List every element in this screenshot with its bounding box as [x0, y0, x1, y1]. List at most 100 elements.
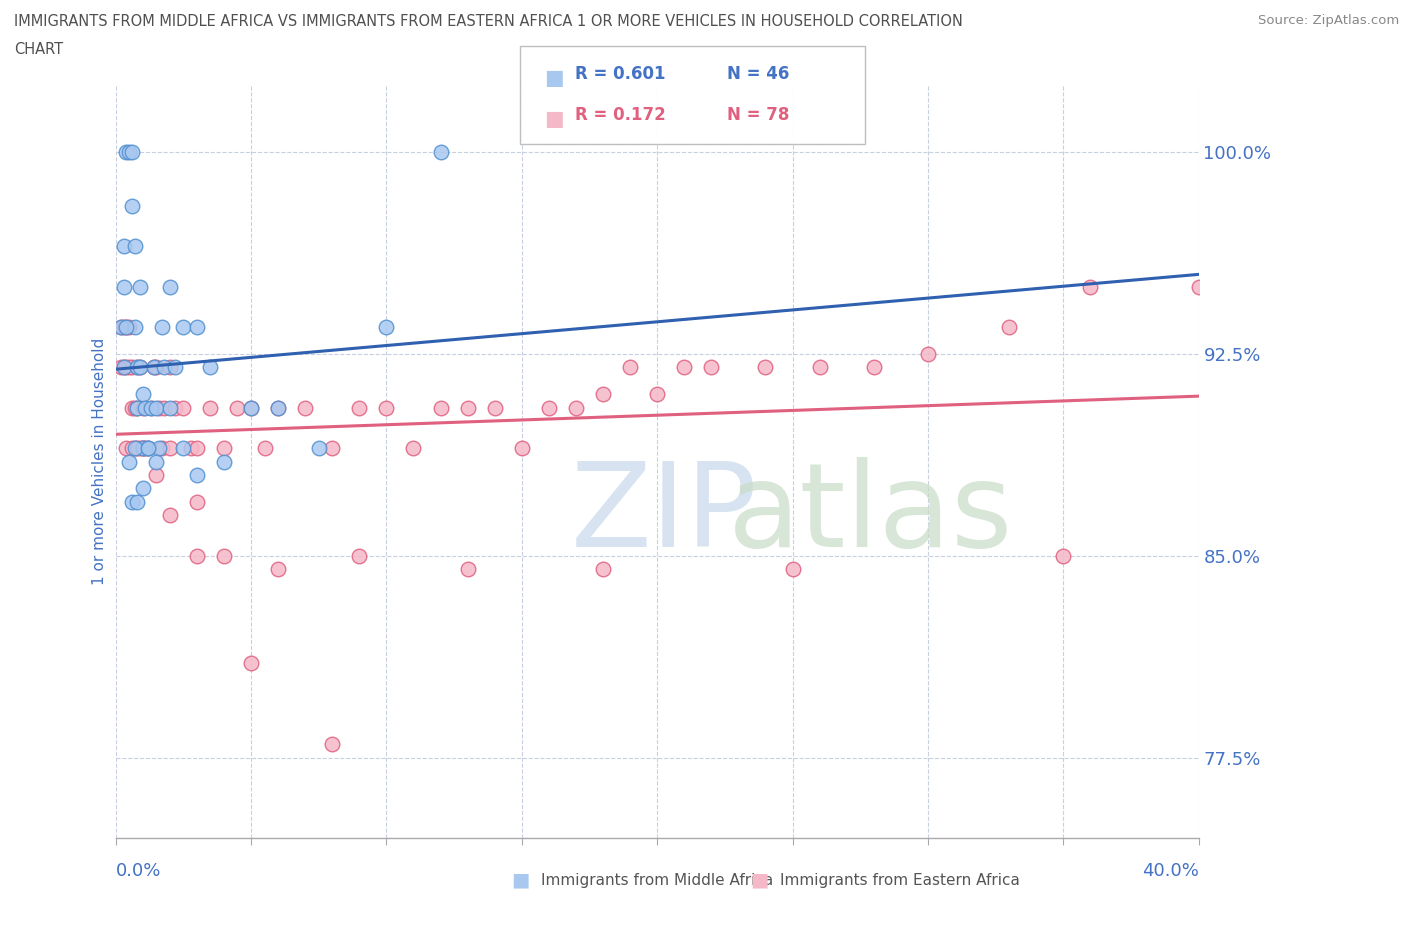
Point [139, 400, 162, 415]
Point [148, 400, 170, 415]
Point [186, 320, 208, 335]
Point [592, 562, 614, 577]
Point [134, 400, 156, 415]
Point [153, 400, 176, 415]
Point [129, 441, 152, 456]
Text: Source: ZipAtlas.com: Source: ZipAtlas.com [1258, 14, 1399, 27]
Point [132, 441, 155, 456]
Point [510, 441, 533, 456]
Point [673, 360, 696, 375]
Text: N = 78: N = 78 [727, 106, 789, 124]
Point [124, 441, 146, 456]
Point [124, 320, 146, 335]
Point [700, 360, 723, 375]
Point [121, 495, 143, 510]
Point [148, 441, 170, 456]
Point [782, 562, 804, 577]
Point [118, 360, 141, 375]
Point [172, 320, 194, 335]
Point [145, 454, 167, 469]
Point [186, 468, 208, 483]
Point [402, 441, 425, 456]
Point [145, 400, 167, 415]
Text: Immigrants from Middle Africa: Immigrants from Middle Africa [541, 872, 773, 887]
Point [537, 400, 560, 415]
Point [139, 400, 162, 415]
Point [127, 400, 149, 415]
Y-axis label: 1 or more Vehicles in Household: 1 or more Vehicles in Household [93, 338, 107, 585]
Text: 40.0%: 40.0% [1142, 861, 1199, 880]
Point [294, 400, 316, 415]
Point [375, 320, 398, 335]
Point [308, 441, 330, 456]
Text: R = 0.601: R = 0.601 [575, 65, 665, 83]
Point [1188, 279, 1211, 294]
Point [267, 400, 290, 415]
Text: R = 0.172: R = 0.172 [575, 106, 666, 124]
Point [429, 144, 451, 159]
Point [619, 360, 641, 375]
Point [375, 400, 398, 415]
Point [186, 549, 208, 564]
Point [457, 562, 479, 577]
Point [1052, 549, 1074, 564]
Point [172, 441, 194, 456]
Text: N = 46: N = 46 [727, 65, 789, 83]
Text: ZIP: ZIP [571, 457, 758, 572]
Point [129, 279, 152, 294]
Point [159, 508, 181, 523]
Point [153, 360, 176, 375]
Point [132, 441, 155, 456]
Point [127, 360, 149, 375]
Point [349, 549, 371, 564]
Point [112, 279, 135, 294]
Point [165, 360, 187, 375]
Point [127, 360, 149, 375]
Point [862, 360, 884, 375]
Point [150, 441, 173, 456]
Text: ■: ■ [544, 109, 564, 129]
Point [118, 454, 141, 469]
Point [240, 400, 263, 415]
Text: Immigrants from Eastern Africa: Immigrants from Eastern Africa [780, 872, 1021, 887]
Point [124, 441, 146, 456]
Point [136, 441, 159, 456]
Point [172, 400, 194, 415]
Point [998, 320, 1021, 335]
Text: IMMIGRANTS FROM MIDDLE AFRICA VS IMMIGRANTS FROM EASTERN AFRICA 1 OR MORE VEHICL: IMMIGRANTS FROM MIDDLE AFRICA VS IMMIGRA… [14, 14, 963, 29]
Text: ■: ■ [544, 68, 564, 88]
Point [124, 239, 146, 254]
Point [115, 144, 138, 159]
Point [212, 441, 235, 456]
Point [180, 441, 202, 456]
Point [212, 549, 235, 564]
Point [186, 441, 208, 456]
Point [565, 400, 588, 415]
Point [118, 320, 141, 335]
Point [127, 495, 149, 510]
Point [127, 400, 149, 415]
Point [115, 360, 138, 375]
Point [121, 360, 143, 375]
Text: ■: ■ [510, 870, 530, 890]
Point [186, 495, 208, 510]
Point [159, 441, 181, 456]
Point [349, 400, 371, 415]
Point [267, 400, 290, 415]
Point [321, 737, 343, 751]
Point [121, 441, 143, 456]
Point [159, 360, 181, 375]
Point [645, 387, 668, 402]
Point [457, 400, 479, 415]
Point [110, 320, 132, 335]
Point [118, 144, 141, 159]
Point [267, 562, 290, 577]
Point [1078, 279, 1101, 294]
Point [112, 320, 135, 335]
Point [321, 441, 343, 456]
Point [150, 320, 173, 335]
Text: atlas: atlas [727, 457, 1012, 572]
Point [121, 198, 143, 213]
Point [132, 387, 155, 402]
Point [253, 441, 276, 456]
